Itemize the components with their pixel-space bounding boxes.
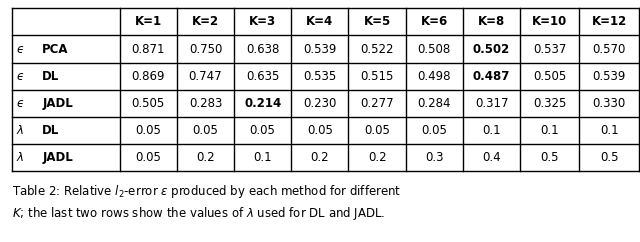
Text: JADL: JADL xyxy=(42,97,73,110)
Text: λ: λ xyxy=(17,151,24,164)
Text: 0.05: 0.05 xyxy=(307,124,333,136)
Text: 0.05: 0.05 xyxy=(250,124,276,136)
Text: 0.487: 0.487 xyxy=(473,69,510,83)
Text: K=8: K=8 xyxy=(478,15,505,29)
Text: 0.1: 0.1 xyxy=(482,124,501,136)
Text: 0.3: 0.3 xyxy=(425,151,444,164)
Text: 0.214: 0.214 xyxy=(244,97,282,110)
Text: 0.230: 0.230 xyxy=(303,97,337,110)
Text: 0.317: 0.317 xyxy=(475,97,508,110)
Text: 0.5: 0.5 xyxy=(600,151,618,164)
Text: ϵ: ϵ xyxy=(17,43,24,55)
Text: DL: DL xyxy=(42,69,60,83)
Text: 0.502: 0.502 xyxy=(473,43,510,55)
Text: 0.1: 0.1 xyxy=(540,124,559,136)
Text: 0.1: 0.1 xyxy=(253,151,272,164)
Text: 0.05: 0.05 xyxy=(421,124,447,136)
Text: JADL: JADL xyxy=(42,151,73,164)
Text: 0.638: 0.638 xyxy=(246,43,280,55)
Text: 0.747: 0.747 xyxy=(189,69,222,83)
Text: ϵ: ϵ xyxy=(17,69,24,83)
Text: 0.277: 0.277 xyxy=(360,97,394,110)
Text: 0.869: 0.869 xyxy=(131,69,165,83)
Text: 0.2: 0.2 xyxy=(310,151,329,164)
Text: 0.750: 0.750 xyxy=(189,43,222,55)
Text: 0.522: 0.522 xyxy=(360,43,394,55)
Text: DL: DL xyxy=(42,124,60,136)
Text: 0.330: 0.330 xyxy=(593,97,626,110)
Text: 0.283: 0.283 xyxy=(189,97,222,110)
Text: 0.05: 0.05 xyxy=(193,124,218,136)
Text: K=4: K=4 xyxy=(307,15,333,29)
Text: 0.325: 0.325 xyxy=(533,97,566,110)
Text: K=1: K=1 xyxy=(134,15,162,29)
Text: 0.1: 0.1 xyxy=(600,124,618,136)
Text: Table 2: Relative $l_2$-error $\epsilon$ produced by each method for different
$: Table 2: Relative $l_2$-error $\epsilon$… xyxy=(12,183,401,221)
Text: ϵ: ϵ xyxy=(17,97,24,110)
Text: 0.570: 0.570 xyxy=(593,43,626,55)
Text: K=10: K=10 xyxy=(532,15,568,29)
Text: 0.539: 0.539 xyxy=(303,43,337,55)
Text: K=6: K=6 xyxy=(420,15,448,29)
Text: 0.508: 0.508 xyxy=(418,43,451,55)
Text: 0.5: 0.5 xyxy=(541,151,559,164)
Text: 0.05: 0.05 xyxy=(364,124,390,136)
Text: 0.498: 0.498 xyxy=(417,69,451,83)
Text: 0.535: 0.535 xyxy=(303,69,337,83)
Text: 0.871: 0.871 xyxy=(131,43,165,55)
Text: PCA: PCA xyxy=(42,43,68,55)
Text: 0.539: 0.539 xyxy=(593,69,626,83)
Text: 0.505: 0.505 xyxy=(533,69,566,83)
Text: 0.284: 0.284 xyxy=(417,97,451,110)
Text: 0.05: 0.05 xyxy=(135,151,161,164)
Text: λ: λ xyxy=(17,124,24,136)
Text: 0.2: 0.2 xyxy=(368,151,387,164)
Text: K=12: K=12 xyxy=(591,15,627,29)
Text: 0.05: 0.05 xyxy=(135,124,161,136)
Text: 0.505: 0.505 xyxy=(132,97,165,110)
Text: 0.515: 0.515 xyxy=(360,69,394,83)
Text: 0.4: 0.4 xyxy=(482,151,501,164)
Text: 0.537: 0.537 xyxy=(533,43,566,55)
Text: K=3: K=3 xyxy=(249,15,276,29)
Text: 0.635: 0.635 xyxy=(246,69,280,83)
Text: K=2: K=2 xyxy=(192,15,219,29)
Text: K=5: K=5 xyxy=(364,15,391,29)
Text: 0.2: 0.2 xyxy=(196,151,215,164)
